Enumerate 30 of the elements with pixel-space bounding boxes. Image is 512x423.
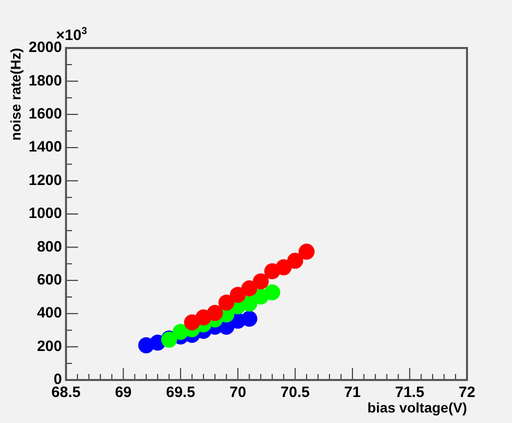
y-axis-title: noise rate(Hz): [7, 48, 24, 141]
x-tick-label: 69: [114, 384, 132, 402]
y-tick-label: 800: [36, 238, 62, 256]
y-tick-label: 1400: [28, 138, 62, 156]
y-tick-label: 200: [36, 338, 62, 355]
point: [276, 259, 292, 276]
y-tick-label: 2000: [28, 39, 62, 56]
x-axis-title: bias voltage(V): [367, 399, 467, 416]
x-tick-label: 71.5: [395, 384, 424, 402]
y-tick-label: 1200: [28, 172, 62, 189]
y-tick-label: 1800: [28, 72, 62, 90]
y-tick-label: 600: [36, 272, 62, 289]
y-tick-label: 1000: [28, 205, 62, 222]
point: [287, 252, 304, 269]
x-tick-label: 71: [344, 384, 361, 402]
point: [252, 273, 269, 290]
x-tick-label: 68.5: [51, 384, 81, 402]
x-tick-label: 70: [230, 384, 246, 402]
point: [230, 286, 246, 303]
x-tick-label: 70.5: [280, 384, 310, 402]
point: [241, 310, 258, 327]
y-tick-label: 400: [36, 304, 62, 322]
y-tick-label: 1600: [28, 106, 62, 123]
point: [206, 304, 223, 321]
x-tick-label: 69.5: [166, 384, 196, 402]
point: [218, 294, 234, 311]
point: [241, 280, 258, 296]
x-tick-label: 72: [458, 384, 476, 402]
point: [298, 244, 315, 260]
point: [264, 284, 280, 300]
